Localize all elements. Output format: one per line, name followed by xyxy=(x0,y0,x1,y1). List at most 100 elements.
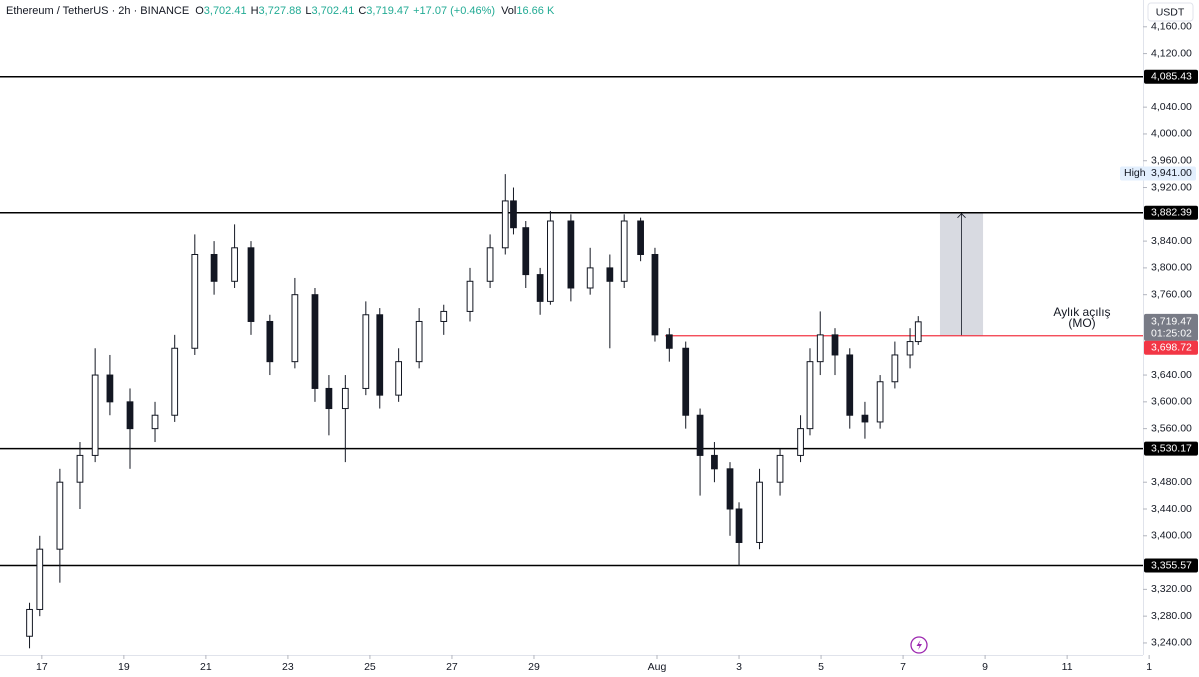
change: +17.07 (+0.46%) xyxy=(413,5,495,17)
candle-body xyxy=(171,347,179,416)
candle-body xyxy=(726,468,734,510)
x-tick-label: 9 xyxy=(982,661,988,673)
candle-body xyxy=(266,320,274,363)
ohlc-value: 3,702.41 xyxy=(312,5,355,17)
candle-body xyxy=(231,247,238,282)
level-label-box xyxy=(1144,205,1198,220)
candle-body xyxy=(395,361,403,396)
candle-body xyxy=(247,247,255,322)
y-tick-label: 4,000.00 xyxy=(1151,128,1192,140)
ohlc-value: 3,727.88 xyxy=(259,5,302,17)
candle-body xyxy=(606,267,614,282)
y-tick-label: 3,280.00 xyxy=(1151,610,1192,622)
candle-body xyxy=(486,247,494,282)
ohlc-label: C xyxy=(358,5,366,17)
y-tick-label: 3,320.00 xyxy=(1151,583,1192,595)
y-tick-label: 3,440.00 xyxy=(1151,503,1192,515)
x-tick-label: 25 xyxy=(364,661,376,673)
candle-body xyxy=(210,253,218,282)
candle-body xyxy=(325,387,333,410)
ohlc-label: H xyxy=(251,5,259,17)
candle-body xyxy=(567,220,575,289)
candle-body xyxy=(651,253,659,336)
currency: USDT xyxy=(1156,6,1185,18)
candle-body xyxy=(341,387,349,410)
ohlc-label: L xyxy=(305,5,311,17)
y-tick-label: 3,760.00 xyxy=(1151,288,1192,300)
candle-body xyxy=(501,200,509,249)
y-tick-label: 3,560.00 xyxy=(1151,422,1192,434)
y-tick-label: 3,400.00 xyxy=(1151,530,1192,542)
x-tick-label: 1 xyxy=(1146,661,1152,673)
header: Ethereum / TetherUS · 2h · BINANCE O3,702… xyxy=(6,5,555,17)
x-tick-label: 23 xyxy=(282,661,294,673)
candle-body xyxy=(522,227,530,276)
candle-body xyxy=(536,274,544,302)
candle-body xyxy=(191,253,199,349)
volume-label: Vol xyxy=(501,5,516,17)
last-price-label: 3,719.47 xyxy=(1151,316,1192,328)
candle-body xyxy=(376,314,384,396)
candle-body xyxy=(311,294,319,389)
x-tick-label: 29 xyxy=(528,661,540,673)
candle-body xyxy=(776,454,784,483)
candle-body xyxy=(362,314,370,389)
candle-body xyxy=(831,334,839,356)
candle-body xyxy=(126,401,134,430)
monthly-open-label: 3,698.72 xyxy=(1151,342,1192,354)
candle-body xyxy=(56,481,64,550)
y-tick-label: 3,920.00 xyxy=(1151,181,1192,193)
level-label: 3,882.39 xyxy=(1151,206,1192,218)
candle-body xyxy=(547,220,554,302)
marks xyxy=(0,75,1143,649)
range-arrowhead xyxy=(957,213,966,218)
candle-body xyxy=(906,341,914,356)
candle-body xyxy=(682,347,690,416)
candle-body xyxy=(914,321,922,343)
high-label: High xyxy=(1124,167,1146,179)
chart-title: Ethereum / TetherUS · 2h · BINANCE xyxy=(6,5,189,17)
ohlc-value: 3,702.41 xyxy=(204,5,247,17)
lightning-icon xyxy=(910,636,928,654)
candle-body xyxy=(816,334,824,363)
level-label-box xyxy=(1144,558,1198,573)
candle-body xyxy=(620,220,628,282)
candle-body xyxy=(466,280,474,312)
candle-body xyxy=(415,320,423,363)
y-tick-label: 3,640.00 xyxy=(1151,369,1192,381)
level-label-box xyxy=(1144,69,1198,84)
candle-body xyxy=(586,267,594,289)
countdown: 01:25:02 xyxy=(1151,328,1192,340)
x-tick-label: 27 xyxy=(446,661,458,673)
candle-body xyxy=(510,200,517,229)
monthly-open-box xyxy=(1144,340,1198,355)
candle-body xyxy=(756,481,763,543)
candle-body xyxy=(696,414,704,456)
y-tick-label: 3,800.00 xyxy=(1151,262,1192,274)
level-label: 4,085.43 xyxy=(1151,71,1192,83)
candle-body xyxy=(665,334,673,349)
y-tick-label: 4,160.00 xyxy=(1151,21,1192,33)
x-tick-label: 17 xyxy=(36,661,48,673)
candle-body xyxy=(876,381,884,423)
annotation: Aylık açılış xyxy=(1053,305,1110,319)
candle-body xyxy=(806,361,814,430)
x-tick-label: 3 xyxy=(736,661,742,673)
y-tick-label: 3,600.00 xyxy=(1151,396,1192,408)
level-label: 3,355.57 xyxy=(1151,559,1192,571)
candle-body xyxy=(711,454,718,470)
ohlc-label: O xyxy=(195,5,204,17)
candle-body xyxy=(637,220,644,255)
high-box xyxy=(1120,166,1196,181)
x-tick-label: 7 xyxy=(900,661,906,673)
high-value: 3,941.00 xyxy=(1151,167,1192,179)
currency-box xyxy=(1147,2,1194,22)
candle-body xyxy=(76,454,84,483)
x-tick-label: Aug xyxy=(648,661,667,673)
candle-body xyxy=(26,608,33,637)
y-tick-label: 3,960.00 xyxy=(1151,155,1192,167)
x-tick-label: 11 xyxy=(1062,661,1073,673)
level-label-box xyxy=(1144,441,1198,456)
annotation: (MO) xyxy=(1068,316,1095,330)
